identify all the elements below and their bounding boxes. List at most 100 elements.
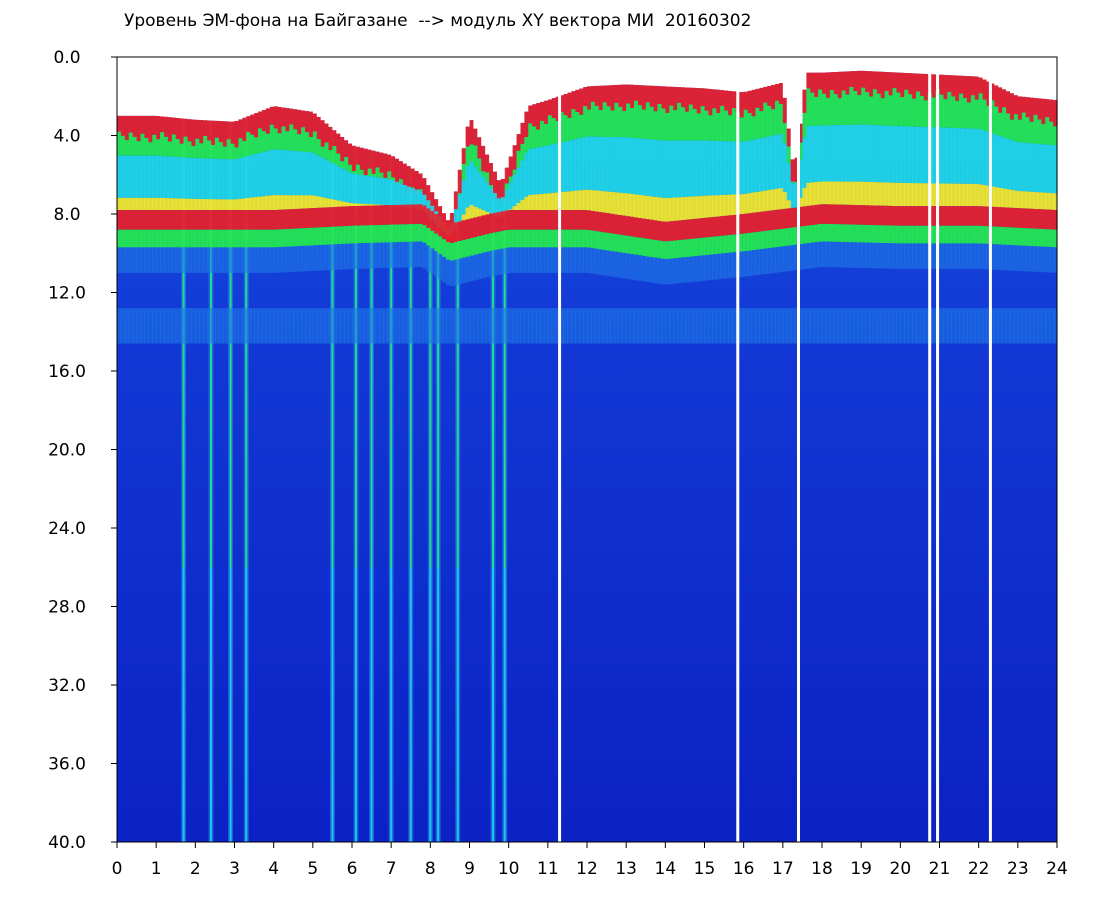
noise-column-band (681, 308, 686, 344)
noise-column-band (747, 140, 753, 194)
noise-column-empty (974, 57, 980, 77)
noise-column-band (128, 308, 134, 344)
noise-column-band (387, 205, 392, 225)
noise-column-band (653, 220, 659, 241)
noise-column-band (473, 308, 478, 344)
noise-column-band (211, 120, 216, 145)
noise-column-band (763, 248, 768, 275)
noise-column-band (222, 159, 228, 200)
noise-column-band (829, 125, 835, 182)
noise-column-band (324, 244, 330, 271)
noise-column-band (966, 308, 972, 344)
noise-column-empty (755, 57, 760, 89)
noise-column-band (923, 100, 929, 128)
noise-column-band (410, 188, 416, 209)
noise-column-band (1033, 246, 1039, 272)
noise-column-band (238, 308, 243, 344)
noise-column-band (712, 140, 717, 196)
noise-column-band (160, 229, 165, 248)
noise-column-band (916, 73, 921, 92)
noise-column-empty (649, 57, 655, 86)
noise-column-band (610, 85, 616, 111)
noise-column-band (1006, 189, 1011, 208)
noise-column-band (583, 137, 588, 190)
noise-column-band (778, 209, 784, 229)
noise-column-band (696, 255, 702, 282)
noise-column-band (402, 204, 408, 225)
noise-column-band (798, 206, 804, 227)
noise-column-band (716, 195, 721, 217)
noise-column-band (771, 189, 776, 211)
noise-column-band (1041, 308, 1046, 344)
noise-column-band (970, 183, 976, 207)
noise-column-band (790, 245, 796, 271)
noise-column-band (837, 125, 843, 182)
noise-column-band (904, 126, 909, 183)
noise-column-empty (218, 57, 224, 122)
noise-column-band (355, 308, 361, 344)
noise-column-band (254, 137, 259, 154)
noise-column-band (383, 224, 388, 243)
noise-column-band (610, 110, 616, 138)
noise-column-band (555, 210, 561, 230)
noise-column-band (896, 126, 901, 183)
noise-column-band (704, 140, 710, 196)
noise-column-band (692, 256, 698, 282)
noise-column-band (136, 247, 142, 273)
chart-title: Уровень ЭМ-фона на Байгазане --> модуль … (124, 11, 752, 31)
noise-column-band (281, 126, 287, 151)
noise-column-empty (951, 57, 956, 76)
noise-column-empty (359, 57, 365, 148)
noise-column-band (794, 207, 800, 228)
noise-column-band (446, 242, 451, 260)
noise-column-band (982, 206, 988, 227)
noise-column-band (136, 141, 142, 156)
noise-column-band (214, 137, 220, 159)
y-tick-label: 8.0 (53, 205, 80, 225)
noise-column-band (218, 142, 224, 160)
noise-column-band (430, 248, 435, 274)
noise-column-band (144, 115, 149, 138)
noise-column-band (743, 141, 749, 194)
noise-column-band (849, 86, 854, 125)
noise-column-band (677, 140, 682, 198)
noise-column-band (203, 247, 208, 273)
noise-column-band (477, 216, 482, 237)
noise-column-band (602, 212, 608, 233)
noise-column-empty (692, 57, 698, 88)
noise-column-band (293, 195, 298, 209)
noise-column-band (829, 90, 835, 126)
noise-column-band (481, 177, 486, 211)
noise-column-band (869, 71, 874, 97)
noise-column-band (195, 229, 200, 248)
noise-column-band (152, 229, 157, 248)
noise-column-band (203, 135, 208, 159)
x-tick-label: 4 (268, 859, 279, 879)
noise-column-empty (1053, 57, 1058, 100)
noise-column-band (833, 72, 839, 95)
noise-column-band (884, 225, 890, 244)
noise-column-empty (884, 57, 890, 73)
noise-column-band (1017, 96, 1023, 120)
noise-column-band (140, 133, 146, 156)
noise-column-band (865, 181, 870, 206)
noise-column-band (622, 235, 627, 253)
noise-column-band (406, 166, 412, 193)
noise-column-band (536, 308, 541, 344)
noise-column-band (277, 247, 283, 273)
noise-column-band (359, 308, 365, 344)
noise-column-band (673, 86, 678, 111)
noise-column-band (630, 84, 635, 108)
noise-column-band (669, 197, 674, 222)
noise-column-band (806, 308, 811, 344)
noise-column-band (681, 87, 686, 108)
noise-column-band (340, 308, 345, 344)
noise-column-band (132, 247, 138, 273)
noise-column-band (481, 252, 486, 279)
noise-column-band (724, 215, 729, 236)
noise-column-band (504, 183, 510, 190)
noise-column-empty (786, 57, 792, 129)
noise-column-band (794, 181, 800, 208)
noise-column-band (692, 196, 698, 219)
noise-column-band (861, 308, 866, 344)
